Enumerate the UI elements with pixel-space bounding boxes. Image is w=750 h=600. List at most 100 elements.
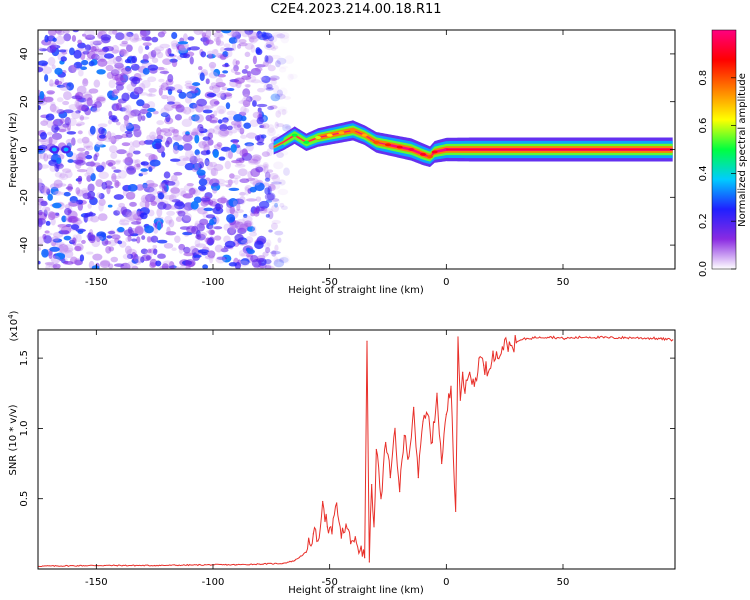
noise-speck xyxy=(77,202,84,211)
noise-speck xyxy=(91,265,100,269)
noise-speck xyxy=(115,159,122,163)
noise-speck xyxy=(131,252,137,261)
noise-speck xyxy=(199,218,209,225)
noise-speck xyxy=(72,30,79,33)
noise-speck xyxy=(111,66,121,76)
noise-speck xyxy=(267,183,276,192)
noise-speck xyxy=(222,50,229,58)
noise-speck xyxy=(133,128,142,138)
snr-point xyxy=(515,342,517,344)
noise-speck xyxy=(218,183,226,187)
noise-speck xyxy=(89,40,97,45)
noise-speck xyxy=(73,61,83,69)
noise-speck xyxy=(203,105,214,109)
noise-speck xyxy=(115,83,124,91)
noise-speck xyxy=(217,197,228,204)
noise-speck xyxy=(38,60,49,66)
noise-speck xyxy=(254,67,263,72)
noise-speck xyxy=(266,265,274,269)
noise-speck xyxy=(115,55,122,62)
noise-speck xyxy=(238,99,250,105)
noise-speck xyxy=(285,125,291,130)
noise-speck xyxy=(157,201,167,210)
noise-speck xyxy=(261,75,271,84)
noise-speck xyxy=(185,264,191,269)
snr-y-multiplier-exponent: 4 xyxy=(7,314,15,319)
noise-speck xyxy=(173,84,183,92)
noise-speck xyxy=(260,134,267,139)
noise-speck xyxy=(213,100,220,105)
noise-speck xyxy=(229,205,235,215)
noise-speck xyxy=(228,187,240,191)
ridge-core xyxy=(385,143,391,147)
noise-speck xyxy=(106,71,114,80)
noise-speck xyxy=(263,164,270,169)
noise-speck xyxy=(96,165,105,173)
noise-speck xyxy=(81,187,89,194)
noise-speck xyxy=(270,93,281,102)
noise-speck xyxy=(243,122,252,129)
noise-speck xyxy=(83,145,91,149)
snr-x-axis-label: Height of straight line (km) xyxy=(288,585,424,596)
noise-speck xyxy=(56,157,62,165)
noise-speck xyxy=(44,207,51,212)
noise-speck xyxy=(263,242,271,249)
noise-speck xyxy=(195,243,207,248)
noise-speck xyxy=(172,134,183,141)
noise-speck xyxy=(110,152,118,159)
noise-speck xyxy=(138,45,144,54)
snr-point xyxy=(527,337,529,340)
noise-speck xyxy=(50,124,56,132)
noise-speck xyxy=(213,37,220,42)
noise-speck xyxy=(149,186,158,196)
noise-speck xyxy=(160,107,170,117)
noise-speck xyxy=(98,171,109,180)
noise-speck xyxy=(99,260,111,269)
noise-speck xyxy=(176,89,183,94)
noise-speck xyxy=(232,200,238,207)
noise-speck xyxy=(194,149,200,156)
noise-speck xyxy=(244,142,255,147)
noise-speck xyxy=(116,149,127,155)
noise-speck xyxy=(180,264,186,269)
noise-speck xyxy=(93,79,101,88)
noise-speck xyxy=(97,123,108,128)
noise-speck xyxy=(54,241,65,246)
noise-speck xyxy=(210,168,217,177)
noise-speck xyxy=(124,118,129,127)
noise-speck xyxy=(214,244,224,253)
noise-speck xyxy=(122,253,131,260)
noise-speck xyxy=(106,185,111,195)
noise-speck xyxy=(125,236,131,243)
noise-speck xyxy=(171,104,182,109)
noise-speck xyxy=(244,65,249,70)
noise-speck xyxy=(146,236,152,243)
noise-speck xyxy=(123,31,132,41)
noise-speck xyxy=(132,128,142,133)
noise-speck xyxy=(215,37,221,46)
noise-speck xyxy=(44,261,55,265)
noise-speck xyxy=(140,184,150,190)
noise-speck xyxy=(43,96,54,103)
snr-point xyxy=(562,337,564,340)
noise-speck xyxy=(107,263,114,269)
noise-speck xyxy=(206,161,214,171)
noise-speck xyxy=(90,215,100,223)
noise-speck xyxy=(190,89,199,94)
noise-speck xyxy=(213,226,223,230)
noise-speck xyxy=(266,127,276,137)
noise-speck xyxy=(38,164,50,169)
noise-speck xyxy=(146,134,152,141)
noise-speck xyxy=(207,250,216,259)
noise-speck xyxy=(189,46,201,51)
noise-speck xyxy=(271,219,281,225)
noise-speck xyxy=(144,45,150,50)
spectrogram-y-tick-label: 40 xyxy=(19,48,30,61)
noise-speck xyxy=(246,132,257,139)
noise-speck xyxy=(208,236,215,245)
noise-speck xyxy=(268,77,278,81)
noise-speck xyxy=(56,30,65,36)
noise-speck xyxy=(49,79,54,87)
noise-speck xyxy=(250,168,261,178)
noise-speck xyxy=(182,141,193,145)
